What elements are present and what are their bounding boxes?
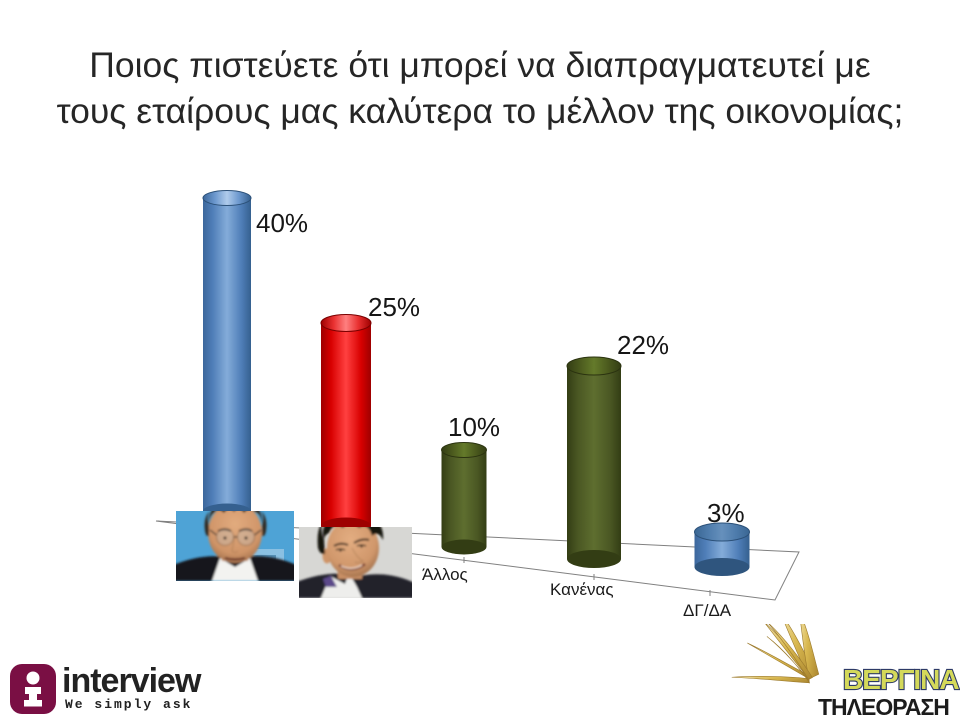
svg-text:ΤΗΛΕΟΡΑΣΗ: ΤΗΛΕΟΡΑΣΗ (818, 694, 949, 720)
svg-text:ΒΕΡΓΙΝΑ: ΒΕΡΓΙΝΑ (843, 664, 959, 695)
